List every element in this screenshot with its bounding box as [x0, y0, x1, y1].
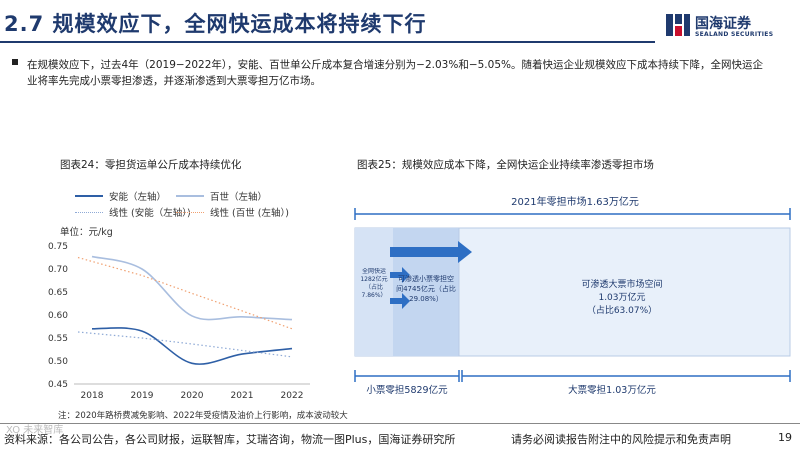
y-tick-label: 0.45 [48, 380, 68, 390]
legend-item-anneng-trend: 线性 (安能（左轴）) [75, 205, 191, 219]
cost-line-chart: 0.45 0.50 0.55 0.60 0.65 0.70 0.75 2018 2019 2020… [48, 242, 310, 401]
legend-item-baishi-trend: 线性 (百世 (左轴）) [176, 205, 289, 219]
large-penetrable-value: 1.03万亿元 [598, 291, 645, 303]
network-segment-label: 全网快运1282亿元（占比7.86%） [360, 268, 388, 299]
large-ltl-total: 大票零担1.03万亿元 [568, 384, 656, 396]
y-tick-label: 0.60 [48, 311, 68, 321]
source-note: 资料来源：各公司公告，各公司财报，运联智库，艾瑞咨询，物流一图Plus，国海证券… [4, 433, 456, 446]
arrow-small-icon [390, 267, 410, 283]
legend-swatch-baishi-trend [176, 211, 204, 213]
x-tick-label: 2019 [131, 391, 154, 401]
brand-logo: 国海证券 SEALAND SECURITIES [665, 12, 797, 42]
chart-unit-label: 单位：元/kg [60, 227, 113, 238]
page-number: 19 [778, 431, 792, 444]
title-underline [0, 41, 655, 43]
x-tick-label: 2018 [81, 391, 104, 401]
arrow-large-icon [390, 241, 472, 263]
y-tick-label: 0.55 [48, 334, 68, 344]
x-tick-label: 2020 [181, 391, 204, 401]
network-label-wrap: 全网快运1282亿元（占比7.86%） [360, 268, 388, 299]
summary-text: 在规模效应下，过去4年（2019−2022年），安能、百世单公斤成本复合增速分别… [27, 59, 763, 87]
logo-text-cn: 国海证券 [695, 16, 751, 32]
summary-bullet: 在规模效应下，过去4年（2019−2022年），安能、百世单公斤成本复合增速分别… [12, 57, 773, 89]
series-line-1 [91, 255, 293, 321]
large-penetrable-share: （占比63.07%） [587, 304, 657, 316]
page-title: 2.7 规模效应下，全网快运成本将持续下行 [4, 12, 427, 36]
small-ltl-total: 小票零担5829亿元 [366, 384, 448, 396]
x-tick-label: 2021 [231, 391, 254, 401]
small-penetrable-label-wrap: 可渗透小票零担空间4745亿元（占比29.08%） [396, 275, 456, 303]
y-tick-label: 0.50 [48, 357, 68, 367]
y-tick-label: 0.75 [48, 242, 68, 252]
legend-label-baishi-trend: 线性 (百世 (左轴）) [210, 208, 289, 219]
bullet-square-icon [12, 59, 18, 65]
legend-swatch-anneng [75, 195, 103, 197]
series-line-3 [77, 256, 293, 330]
legend-swatch-baishi [176, 195, 204, 197]
header: 2.7 规模效应下，全网快运成本将持续下行 国海证券 SEALAND SECUR… [0, 0, 800, 46]
watermark: XO 未来智库 [6, 425, 64, 436]
y-tick-label: 0.65 [48, 288, 68, 298]
network-segment [355, 228, 393, 356]
series-line-2 [77, 331, 293, 358]
fig24-note: 注：2020年路桥费减免影响、2022年受疫情及油价上行影响，成本波动较大 [58, 411, 348, 421]
footer-divider [0, 423, 800, 424]
small-penetrable-label: 可渗透小票零担空间4745亿元（占比29.08%） [396, 275, 456, 303]
legend-label-baishi: 百世（左轴） [210, 192, 268, 203]
small-total-bg [368, 382, 452, 396]
legend-swatch-anneng-trend [75, 211, 103, 213]
legend-label-anneng-trend: 线性 (安能（左轴）) [109, 208, 191, 219]
disclaimer: 请务必阅读报告附注中的风险提示和免责声明 [511, 433, 731, 446]
arrow-small-2-icon [390, 293, 410, 309]
legend-item-anneng: 安能（左轴） [75, 189, 166, 203]
large-total-bg [560, 382, 664, 396]
fig24-title: 图表24：零担货运单公斤成本持续优化 [60, 159, 242, 171]
x-tick-label: 2022 [281, 391, 304, 401]
logo-mark-icon [666, 14, 690, 36]
total-market-label: 2021年零担市场1.63万亿元 [511, 195, 639, 208]
y-tick-label: 0.70 [48, 265, 68, 275]
legend-item-baishi: 百世（左轴） [176, 189, 267, 203]
fig25-title: 图表25：规模效应成本下降，全网快运企业持续率渗透零担市场 [357, 159, 654, 171]
total-label-bg [490, 193, 660, 209]
large-penetrable-title: 可渗透大票市场空间 [581, 278, 662, 290]
ltl-market-diagram: 2021年零担市场1.63万亿元 全网快运1282亿元（占比7.86%） 可渗透… [354, 193, 791, 396]
series-line-0 [91, 327, 293, 365]
legend-label-anneng: 安能（左轴） [109, 192, 167, 203]
logo-text-en: SEALAND SECURITIES [695, 31, 774, 38]
